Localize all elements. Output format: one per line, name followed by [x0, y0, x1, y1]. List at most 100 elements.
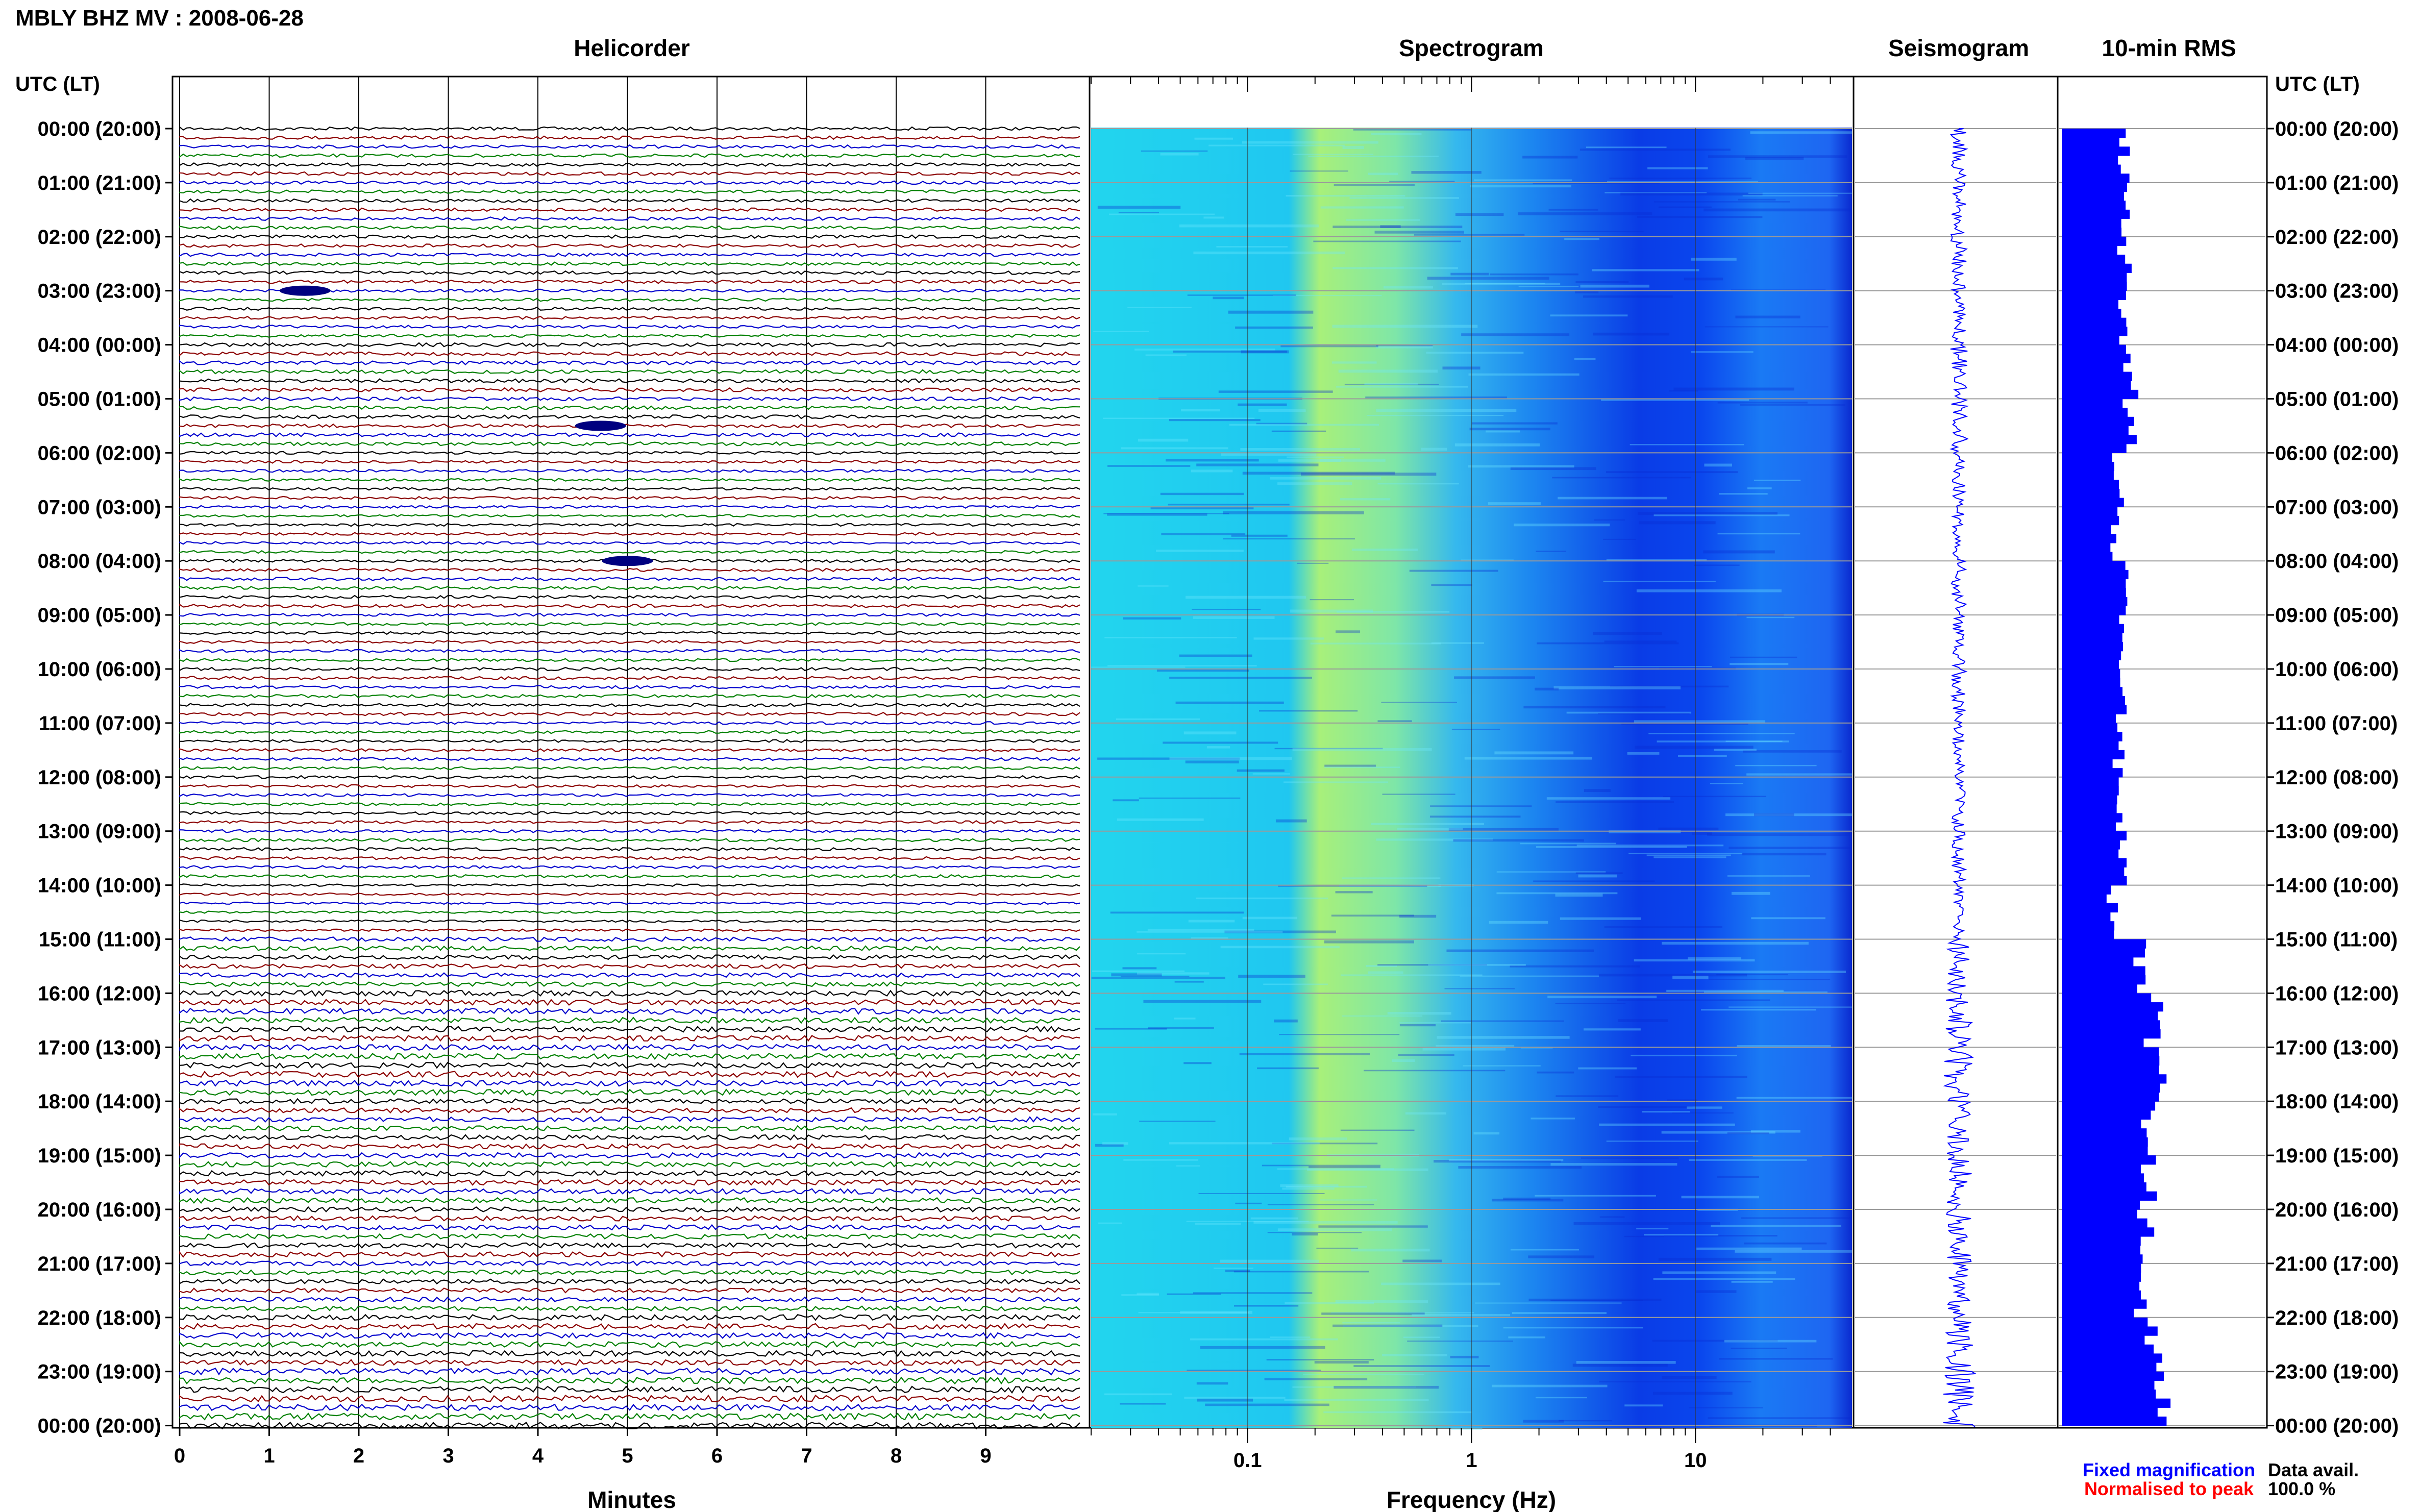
hour-label-left: 00:00 (20:00) [38, 1415, 161, 1437]
rms-bar [2062, 155, 2118, 165]
spectrogram-streak [1167, 1293, 1221, 1295]
spectrogram-streak [1279, 1034, 1400, 1035]
helicorder-trace [179, 693, 1080, 699]
rms-bar [2062, 182, 2127, 192]
rms-bar [2062, 525, 2111, 534]
helicorder-trace [179, 1107, 1080, 1114]
helicorder-panel [171, 76, 1091, 1429]
rms-bar [2062, 714, 2116, 724]
spectrogram-streak [1658, 1257, 1772, 1261]
rms-bar [2062, 515, 2119, 526]
spectrogram-streak [1168, 504, 1290, 506]
time-axis-label-right: UTC (LT) [2275, 73, 2360, 95]
spectrogram-streak [1566, 711, 1692, 714]
helicorder-trace [179, 171, 1080, 176]
helicorder-trace [179, 270, 1080, 275]
spectrogram-streak [1314, 1361, 1369, 1364]
spectrogram-streak [1375, 346, 1433, 349]
helicorder-trace [179, 541, 1080, 545]
spectrogram-streak [1371, 823, 1485, 826]
helicorder-title: Helicorder [574, 35, 690, 61]
spectrogram-streak [1368, 172, 1398, 176]
spectrogram-streak [1653, 1278, 1795, 1280]
spectrogram-streak [1332, 267, 1458, 269]
helicorder-trace [179, 1098, 1080, 1105]
spectrogram-streak [1138, 438, 1189, 442]
spectrogram-streak [1174, 1018, 1196, 1020]
rms-bar [2062, 984, 2137, 994]
spectrogram-streak [1104, 637, 1237, 639]
spectrogram-streak [1746, 773, 1852, 776]
hour-label-right: 02:00 (22:00) [2275, 226, 2399, 249]
spectrogram-streak [1334, 1385, 1439, 1389]
rms-bar [2062, 462, 2114, 472]
helicorder-trace [179, 676, 1080, 680]
rms-bar [2062, 633, 2122, 642]
helicorder-trace [179, 514, 1080, 518]
spectrogram-streak [1548, 209, 1598, 211]
spectrogram-streak [1735, 1250, 1852, 1253]
spectrogram-streak [1463, 1065, 1541, 1067]
helicorder-trace [179, 505, 1080, 509]
spectrogram-streak [1376, 345, 1433, 346]
spectrogram-streak [1190, 1338, 1338, 1341]
spectrogram-streak [1399, 914, 1437, 918]
spectrogram-streak [1320, 206, 1404, 209]
spectrogram-streak [1191, 937, 1228, 939]
spectrogram-streak [1528, 1255, 1595, 1258]
spectrogram-streak [1637, 216, 1763, 218]
spectrogram-streak [1193, 251, 1345, 255]
spectrogram-streak [1599, 1381, 1751, 1383]
spectrogram-streak [1121, 447, 1228, 450]
spectrogram-streak [1340, 1129, 1415, 1131]
spectrogram-streak [1107, 465, 1191, 467]
spectrogram-streak [1494, 751, 1574, 755]
spectrogram-streak [1535, 1195, 1656, 1197]
spectrogram-streak [1536, 1397, 1587, 1399]
helicorder-trace [179, 1340, 1080, 1348]
spectrogram-streak [1137, 1293, 1159, 1295]
spectrogram-streak [1426, 352, 1524, 354]
spectrogram-streak [1109, 213, 1215, 215]
spectrogram-streak [1198, 1193, 1325, 1195]
rms-bar [2062, 1390, 2156, 1399]
spectrogram-streak [1380, 225, 1401, 228]
spectrogram-streak [1576, 1360, 1676, 1364]
spectrogram-streak [1103, 513, 1229, 514]
spectrogram-streak [1412, 1313, 1511, 1317]
helicorder-trace [179, 874, 1080, 879]
helicorder-trace [179, 333, 1080, 338]
spectrogram-streak [1409, 569, 1498, 572]
spectrogram-streak [1555, 894, 1603, 897]
rms-bar [2062, 885, 2111, 895]
rms-bar [2062, 164, 2121, 174]
spectrogram-streak [1711, 1225, 1841, 1227]
spectrogram-streak [1349, 197, 1459, 199]
helicorder-trace [179, 1412, 1080, 1421]
spectrogram-streak [1634, 959, 1755, 962]
spectrogram-streak [1672, 976, 1709, 979]
helicorder-trace [179, 432, 1080, 437]
spectrogram-streak [1560, 917, 1641, 920]
spectrogram-streak [1663, 796, 1766, 798]
spectrogram-streak [1533, 880, 1655, 882]
spectrogram-streak [1594, 519, 1625, 521]
rms-bar [2062, 957, 2134, 967]
spectrogram-streak [1277, 1168, 1394, 1170]
rms-bar [2062, 443, 2127, 453]
rms-bar [2062, 1344, 2154, 1354]
spectrogram-streak [1620, 192, 1763, 196]
rms-bar [2062, 1182, 2146, 1192]
spectrogram-streak [1528, 1298, 1662, 1301]
spectrogram-streak [1091, 977, 1225, 979]
spectrogram-streak [1381, 702, 1457, 703]
spectrogram-streak [1336, 630, 1361, 633]
spectrogram-streak [1537, 1071, 1574, 1074]
seismogram-trace [1943, 128, 1977, 1427]
spectrogram-streak [1121, 1294, 1159, 1296]
spectrogram-streak [1658, 206, 1712, 208]
spectrogram-streak [1503, 1197, 1551, 1200]
spectrogram-streak [1503, 1327, 1643, 1329]
spectrogram-streak [1290, 609, 1373, 613]
